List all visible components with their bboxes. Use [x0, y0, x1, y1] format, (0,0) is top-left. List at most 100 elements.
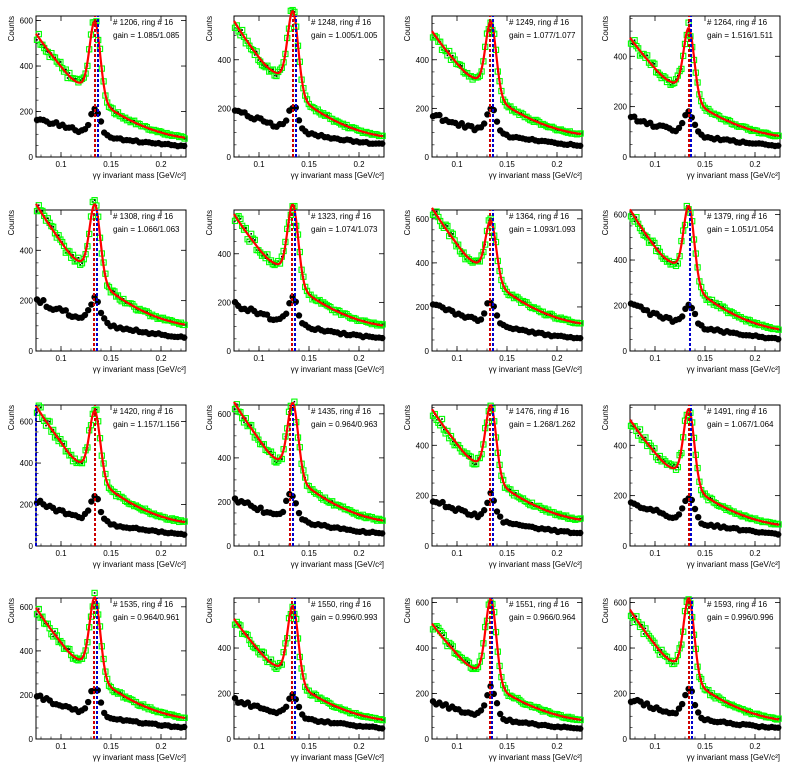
data-point [77, 462, 80, 464]
data-point [77, 257, 80, 259]
x-tick-label: 0.1 [55, 549, 67, 558]
data-point [252, 645, 254, 648]
hist-point [97, 309, 105, 317]
data-point [281, 663, 283, 666]
panel-gain: gain = 1.067/1.064 [707, 420, 774, 429]
data-point [531, 501, 533, 504]
x-tick-label: 0.15 [103, 354, 119, 363]
fit-point [240, 33, 248, 40]
data-point [657, 649, 659, 652]
data-point [543, 313, 546, 316]
panel-1308: 0 200 400 0.1 0.15 0.2 γγ invariant mass [GeV/… [7, 197, 188, 374]
data-point [453, 652, 456, 654]
data-point [259, 443, 261, 445]
hist-point [477, 316, 485, 323]
data-point [446, 225, 449, 227]
y-axis-title: Counts [7, 598, 16, 623]
y-tick-label: 0 [425, 542, 430, 551]
y-tick-label: 600 [416, 215, 430, 224]
panel-label: # 1308, ring # 16 [113, 212, 174, 221]
y-tick-label: 400 [218, 56, 232, 65]
data-point [254, 239, 256, 241]
data-point [477, 457, 479, 459]
data-point [471, 261, 474, 264]
hist-point [493, 118, 501, 125]
fit-curve [431, 20, 582, 136]
x-tick-label: 0.2 [353, 549, 365, 558]
data-point [633, 39, 636, 41]
fit-point [91, 589, 98, 597]
hist-point [691, 505, 699, 513]
data-point [115, 113, 117, 116]
panel-1551: 0 200 400 600 0.1 0.15 0.2 γγ invariant mass [G… [403, 597, 584, 762]
data-point [660, 77, 663, 79]
hist-point [436, 111, 443, 119]
panel-1379: 0 200 400 600 0.1 0.15 0.2 γγ invariant mass [G… [601, 202, 782, 374]
hist-point [94, 110, 102, 117]
y-tick-label: 200 [218, 690, 232, 699]
data-point [452, 233, 454, 235]
data-point [687, 21, 690, 24]
data-point [671, 663, 674, 665]
data-point [515, 492, 517, 494]
data-point [68, 72, 71, 74]
x-axis-title: γγ invariant mass [GeV/c²] [93, 365, 186, 374]
data-point [313, 692, 315, 695]
data-point [43, 420, 45, 422]
data-point [446, 54, 449, 57]
y-tick-label: 0 [623, 735, 628, 744]
data-point [66, 77, 69, 79]
panel-gain: gain = 1.157/1.156 [113, 420, 180, 429]
data-point [340, 313, 342, 316]
data-point [516, 296, 519, 299]
y-tick-label: 0 [623, 542, 628, 551]
fit-point [77, 261, 84, 268]
hist-point [675, 124, 683, 132]
data-point [272, 454, 274, 456]
data-point [579, 517, 582, 520]
y-axis-title: Counts [601, 210, 610, 235]
y-tick-label: 400 [614, 256, 628, 265]
x-tick-label: 0.15 [499, 160, 515, 169]
data-point [324, 303, 326, 305]
data-point [657, 247, 659, 249]
panel-label: # 1323, ring # 16 [311, 212, 372, 221]
x-axis-title: γγ invariant mass [GeV/c²] [687, 365, 780, 374]
data-point [254, 647, 256, 649]
data-point [644, 234, 647, 237]
data-point [669, 463, 672, 466]
fit-point [237, 408, 244, 416]
data-point [524, 301, 526, 303]
data-point [47, 420, 49, 422]
data-point [77, 659, 80, 662]
data-point [93, 592, 96, 594]
data-point [736, 125, 738, 128]
data-point [725, 509, 728, 511]
y-tick-label: 0 [227, 542, 232, 551]
data-point [545, 314, 548, 317]
data-point [673, 463, 675, 466]
hist-point [675, 705, 683, 712]
data-point [72, 254, 74, 256]
hist-point [493, 700, 501, 707]
y-tick-label: 200 [20, 108, 34, 117]
data-point [259, 251, 261, 254]
data-point [241, 632, 243, 635]
data-point [63, 442, 65, 445]
data-point [36, 613, 38, 616]
hist-point [695, 709, 702, 716]
x-tick-label: 0.2 [155, 549, 167, 558]
data-point [65, 251, 67, 254]
data-point [381, 323, 384, 326]
x-tick-label: 0.1 [451, 742, 463, 751]
fit-point [253, 644, 260, 652]
data-point [488, 219, 490, 222]
hist-point [577, 142, 584, 149]
y-tick-label: 200 [20, 691, 34, 700]
x-tick-label: 0.2 [551, 549, 563, 558]
x-axis-title: γγ invariant mass [GeV/c²] [291, 753, 384, 762]
data-point [655, 71, 657, 74]
x-tick-label: 0.15 [499, 742, 515, 751]
data-point [644, 436, 647, 439]
x-axis-title: γγ invariant mass [GeV/c²] [93, 560, 186, 569]
